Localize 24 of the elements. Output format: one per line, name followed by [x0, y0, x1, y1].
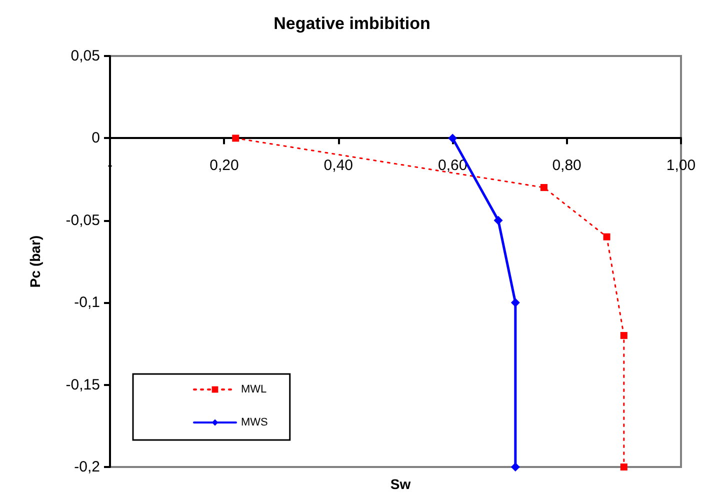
point [448, 134, 458, 143]
point [232, 134, 240, 142]
y-tick-label: 0,05 [70, 48, 100, 64]
x-tick-label: 0,40 [324, 157, 353, 174]
y-tick-label: -0,1 [74, 294, 100, 312]
chart-title: Negative imbibition [274, 14, 430, 33]
point [540, 184, 548, 192]
y-tick-label: -0,05 [66, 212, 100, 229]
x-axis-title: Sw [390, 476, 411, 492]
point [603, 233, 610, 240]
point [510, 462, 520, 472]
point [494, 216, 503, 225]
legend-label: MWL [241, 384, 267, 396]
x-tick-label: 0,20 [210, 157, 239, 174]
y-tick-label: -0,2 [74, 458, 100, 476]
x-tick-label: 0,80 [552, 157, 582, 174]
y-tick-label: 0 [92, 130, 100, 147]
y-tick-label: -0,15 [66, 376, 100, 394]
point [620, 332, 628, 339]
point [510, 298, 520, 308]
point [620, 464, 628, 470]
y-axis-title: Pc (bar) [27, 235, 43, 288]
x-tick-label: 1,00 [666, 157, 696, 174]
legend-label: MWS [241, 416, 268, 428]
